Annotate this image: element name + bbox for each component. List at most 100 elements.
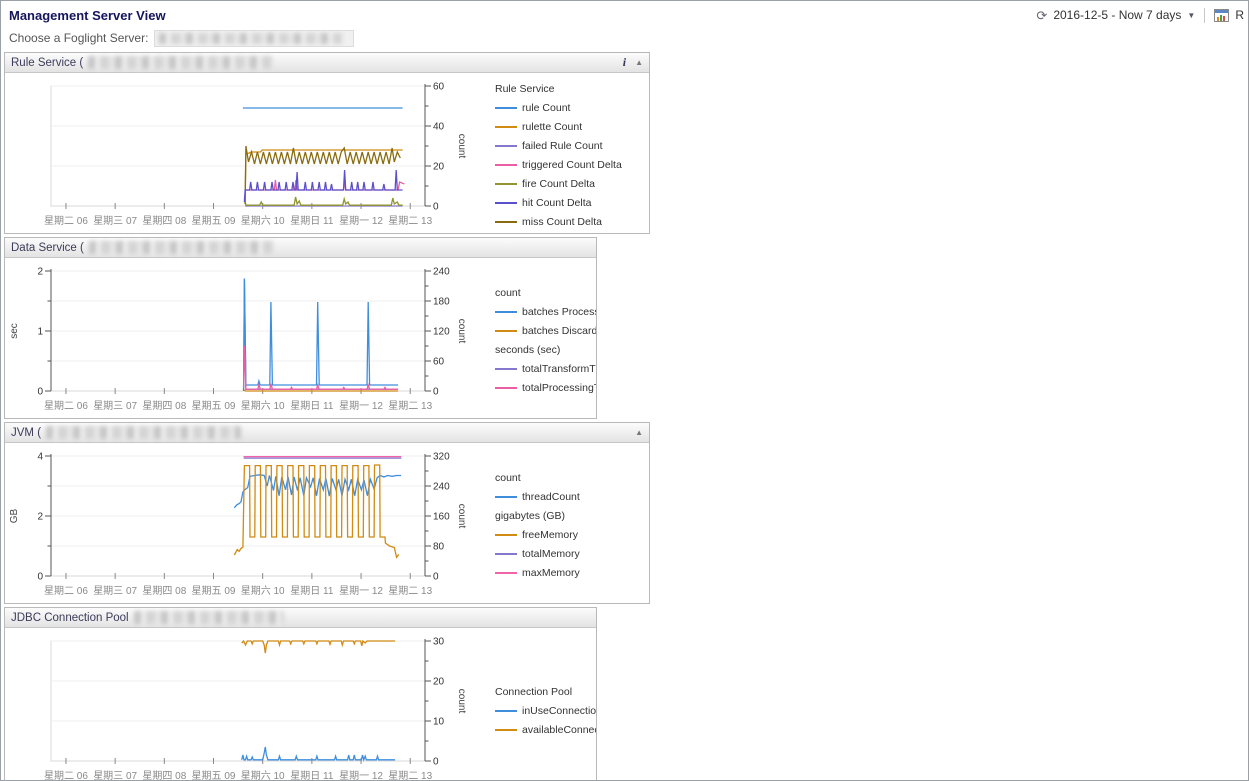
svg-text:sec: sec — [9, 323, 20, 339]
server-picker-row: Choose a Foglight Server: — [1, 26, 1248, 51]
blurred-server-name — [88, 241, 274, 254]
reports-label[interactable]: R — [1235, 8, 1244, 22]
legend-item: fire Count Delta — [495, 178, 649, 190]
svg-text:count: count — [456, 319, 467, 344]
svg-text:4: 4 — [37, 452, 43, 463]
svg-text:星期二 06: 星期二 06 — [44, 770, 88, 781]
legend-group-header: count — [495, 287, 521, 299]
collapse-icon[interactable]: ▲ — [635, 58, 643, 67]
legend-label: batches Processed — [522, 306, 596, 318]
refresh-time-icon[interactable]: ⟳ — [1036, 7, 1048, 23]
panel-body: 星期二 06 星期三 07 星期四 08 星期五 09 星期六 10 星期日 11 星期一 … — [5, 73, 649, 233]
svg-text:60: 60 — [433, 357, 445, 368]
server-picker-label: Choose a Foglight Server: — [9, 31, 149, 45]
chevron-down-icon[interactable]: ▼ — [1187, 10, 1196, 20]
svg-text:240: 240 — [433, 482, 450, 493]
legend-swatch-line — [495, 145, 517, 147]
collapse-icon[interactable]: ▲ — [635, 428, 643, 437]
panel-title: Data Service ( — [11, 241, 84, 254]
rule-service-chart[interactable]: 星期二 06 星期三 07 星期四 08 星期五 09 星期六 10 星期日 11 星期一 … — [7, 78, 481, 235]
svg-text:星期一 12: 星期一 12 — [339, 215, 383, 227]
blurred-server-name — [133, 611, 284, 624]
data-service-chart[interactable]: 星期二 06 星期三 07 星期四 08 星期五 09 星期六 10 星期日 11 星期一 … — [7, 263, 481, 420]
legend-swatch-line — [495, 164, 517, 166]
svg-text:星期四 08: 星期四 08 — [142, 400, 186, 412]
blurred-text — [159, 32, 342, 44]
panel-body: 星期二 06 星期三 07 星期四 08 星期五 09 星期六 10 星期日 11 星期一 … — [5, 443, 649, 603]
panel-title: Rule Service ( — [11, 56, 84, 69]
legend-item: rulette Count — [495, 121, 649, 133]
svg-text:10: 10 — [433, 717, 445, 728]
svg-text:星期五 09: 星期五 09 — [192, 770, 236, 781]
info-icon[interactable]: i — [622, 55, 627, 69]
legend-swatch-line — [495, 202, 517, 204]
legend-swatch-line — [495, 221, 517, 223]
svg-text:180: 180 — [433, 297, 450, 308]
svg-text:星期五 09: 星期五 09 — [192, 585, 236, 597]
svg-text:星期三 07: 星期三 07 — [93, 585, 137, 597]
legend-item: triggered Count Delta — [495, 159, 649, 171]
svg-text:星期日 11: 星期日 11 — [290, 770, 334, 781]
legend-item: maxMemory — [495, 567, 649, 579]
svg-text:星期六 10: 星期六 10 — [241, 585, 285, 597]
legend-label: fire Count Delta — [522, 178, 595, 190]
divider — [1204, 7, 1206, 23]
svg-text:星期二 06: 星期二 06 — [44, 400, 88, 412]
jdbc-chart[interactable]: 星期二 06 星期三 07 星期四 08 星期五 09 星期六 10 星期日 11 星期一 … — [7, 633, 481, 781]
server-picker-value-blurred[interactable] — [154, 29, 355, 47]
svg-text:星期三 07: 星期三 07 — [93, 215, 137, 227]
svg-text:星期二 06: 星期二 06 — [44, 585, 88, 597]
jdbc-legend: Connection Pool inUseConnectionCount avail… — [495, 679, 596, 743]
svg-text:星期二 13: 星期二 13 — [388, 770, 432, 781]
jvm-chart[interactable]: 星期二 06 星期三 07 星期四 08 星期五 09 星期六 10 星期日 11 星期一 … — [7, 448, 481, 605]
panel-header[interactable]: Rule Service ( i ▲ — [5, 53, 649, 73]
panel-body: 星期二 06 星期三 07 星期四 08 星期五 09 星期六 10 星期日 11 星期一 … — [5, 628, 596, 781]
blurred-server-name — [88, 56, 274, 69]
legend-swatch-line — [495, 311, 517, 313]
panel-header[interactable]: JDBC Connection Pool — [5, 608, 596, 628]
legend-swatch-line — [495, 572, 517, 574]
legend-item: inUseConnectionCount — [495, 705, 596, 717]
svg-text:40: 40 — [433, 122, 445, 133]
svg-text:80: 80 — [433, 542, 445, 553]
svg-text:1: 1 — [37, 327, 43, 338]
svg-text:星期二 13: 星期二 13 — [388, 215, 432, 227]
svg-text:星期二 13: 星期二 13 — [388, 585, 432, 597]
report-icon[interactable] — [1214, 8, 1230, 22]
panel-data-service: Data Service ( 星期二 06 星期三 07 星期四 08 星期五 09 星… — [4, 237, 597, 419]
svg-text:20: 20 — [433, 162, 445, 173]
svg-text:星期三 07: 星期三 07 — [93, 400, 137, 412]
legend-item: totalProcessingTime — [495, 382, 596, 394]
legend-label: maxMemory — [522, 567, 580, 579]
time-range-selector[interactable]: 2016-12-5 - Now 7 days — [1053, 8, 1182, 22]
legend-item: batches Discarded — [495, 325, 596, 337]
legend-item: rule Count — [495, 102, 649, 114]
svg-text:count: count — [456, 689, 467, 714]
svg-text:count: count — [456, 504, 467, 529]
svg-text:320: 320 — [433, 452, 450, 463]
legend-swatch-line — [495, 368, 517, 370]
legend-title: Rule Service — [495, 83, 555, 95]
legend-item: totalTransformTime — [495, 363, 596, 375]
legend-group-header: seconds (sec) — [495, 344, 561, 356]
legend-item: hit Count Delta — [495, 197, 649, 209]
legend-label: threadCount — [522, 491, 580, 503]
panel-header[interactable]: JVM ( ▲ — [5, 423, 649, 443]
svg-text:2: 2 — [37, 267, 43, 278]
legend-swatch-line — [495, 126, 517, 128]
legend-swatch-line — [495, 709, 517, 712]
legend-label: totalMemory — [522, 548, 580, 560]
svg-text:0: 0 — [37, 572, 43, 583]
panel-header[interactable]: Data Service ( — [5, 238, 596, 258]
svg-text:2: 2 — [37, 512, 43, 523]
svg-text:星期四 08: 星期四 08 — [142, 585, 186, 597]
legend-swatch-line — [495, 183, 517, 185]
legend-label: availableConnectionCount — [522, 723, 596, 736]
panel-title: JVM ( — [11, 426, 42, 439]
svg-text:0: 0 — [433, 202, 439, 213]
dashboard-grid: Rule Service ( i ▲ 星期二 06 星期三 07 星期四 08 星期五… — [1, 51, 1248, 781]
svg-text:星期日 11: 星期日 11 — [290, 215, 334, 227]
legend-label: totalProcessingTime — [522, 382, 596, 394]
